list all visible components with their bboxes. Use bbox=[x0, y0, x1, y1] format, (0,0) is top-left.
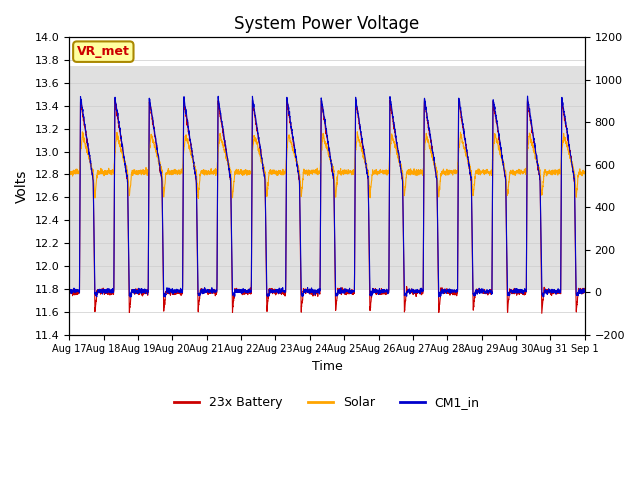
Legend: 23x Battery, Solar, CM1_in: 23x Battery, Solar, CM1_in bbox=[169, 391, 484, 414]
Y-axis label: Volts: Volts bbox=[15, 169, 29, 203]
Title: System Power Voltage: System Power Voltage bbox=[234, 15, 420, 33]
X-axis label: Time: Time bbox=[312, 360, 342, 373]
Bar bbox=[69, 66, 585, 289]
Text: VR_met: VR_met bbox=[77, 45, 130, 58]
